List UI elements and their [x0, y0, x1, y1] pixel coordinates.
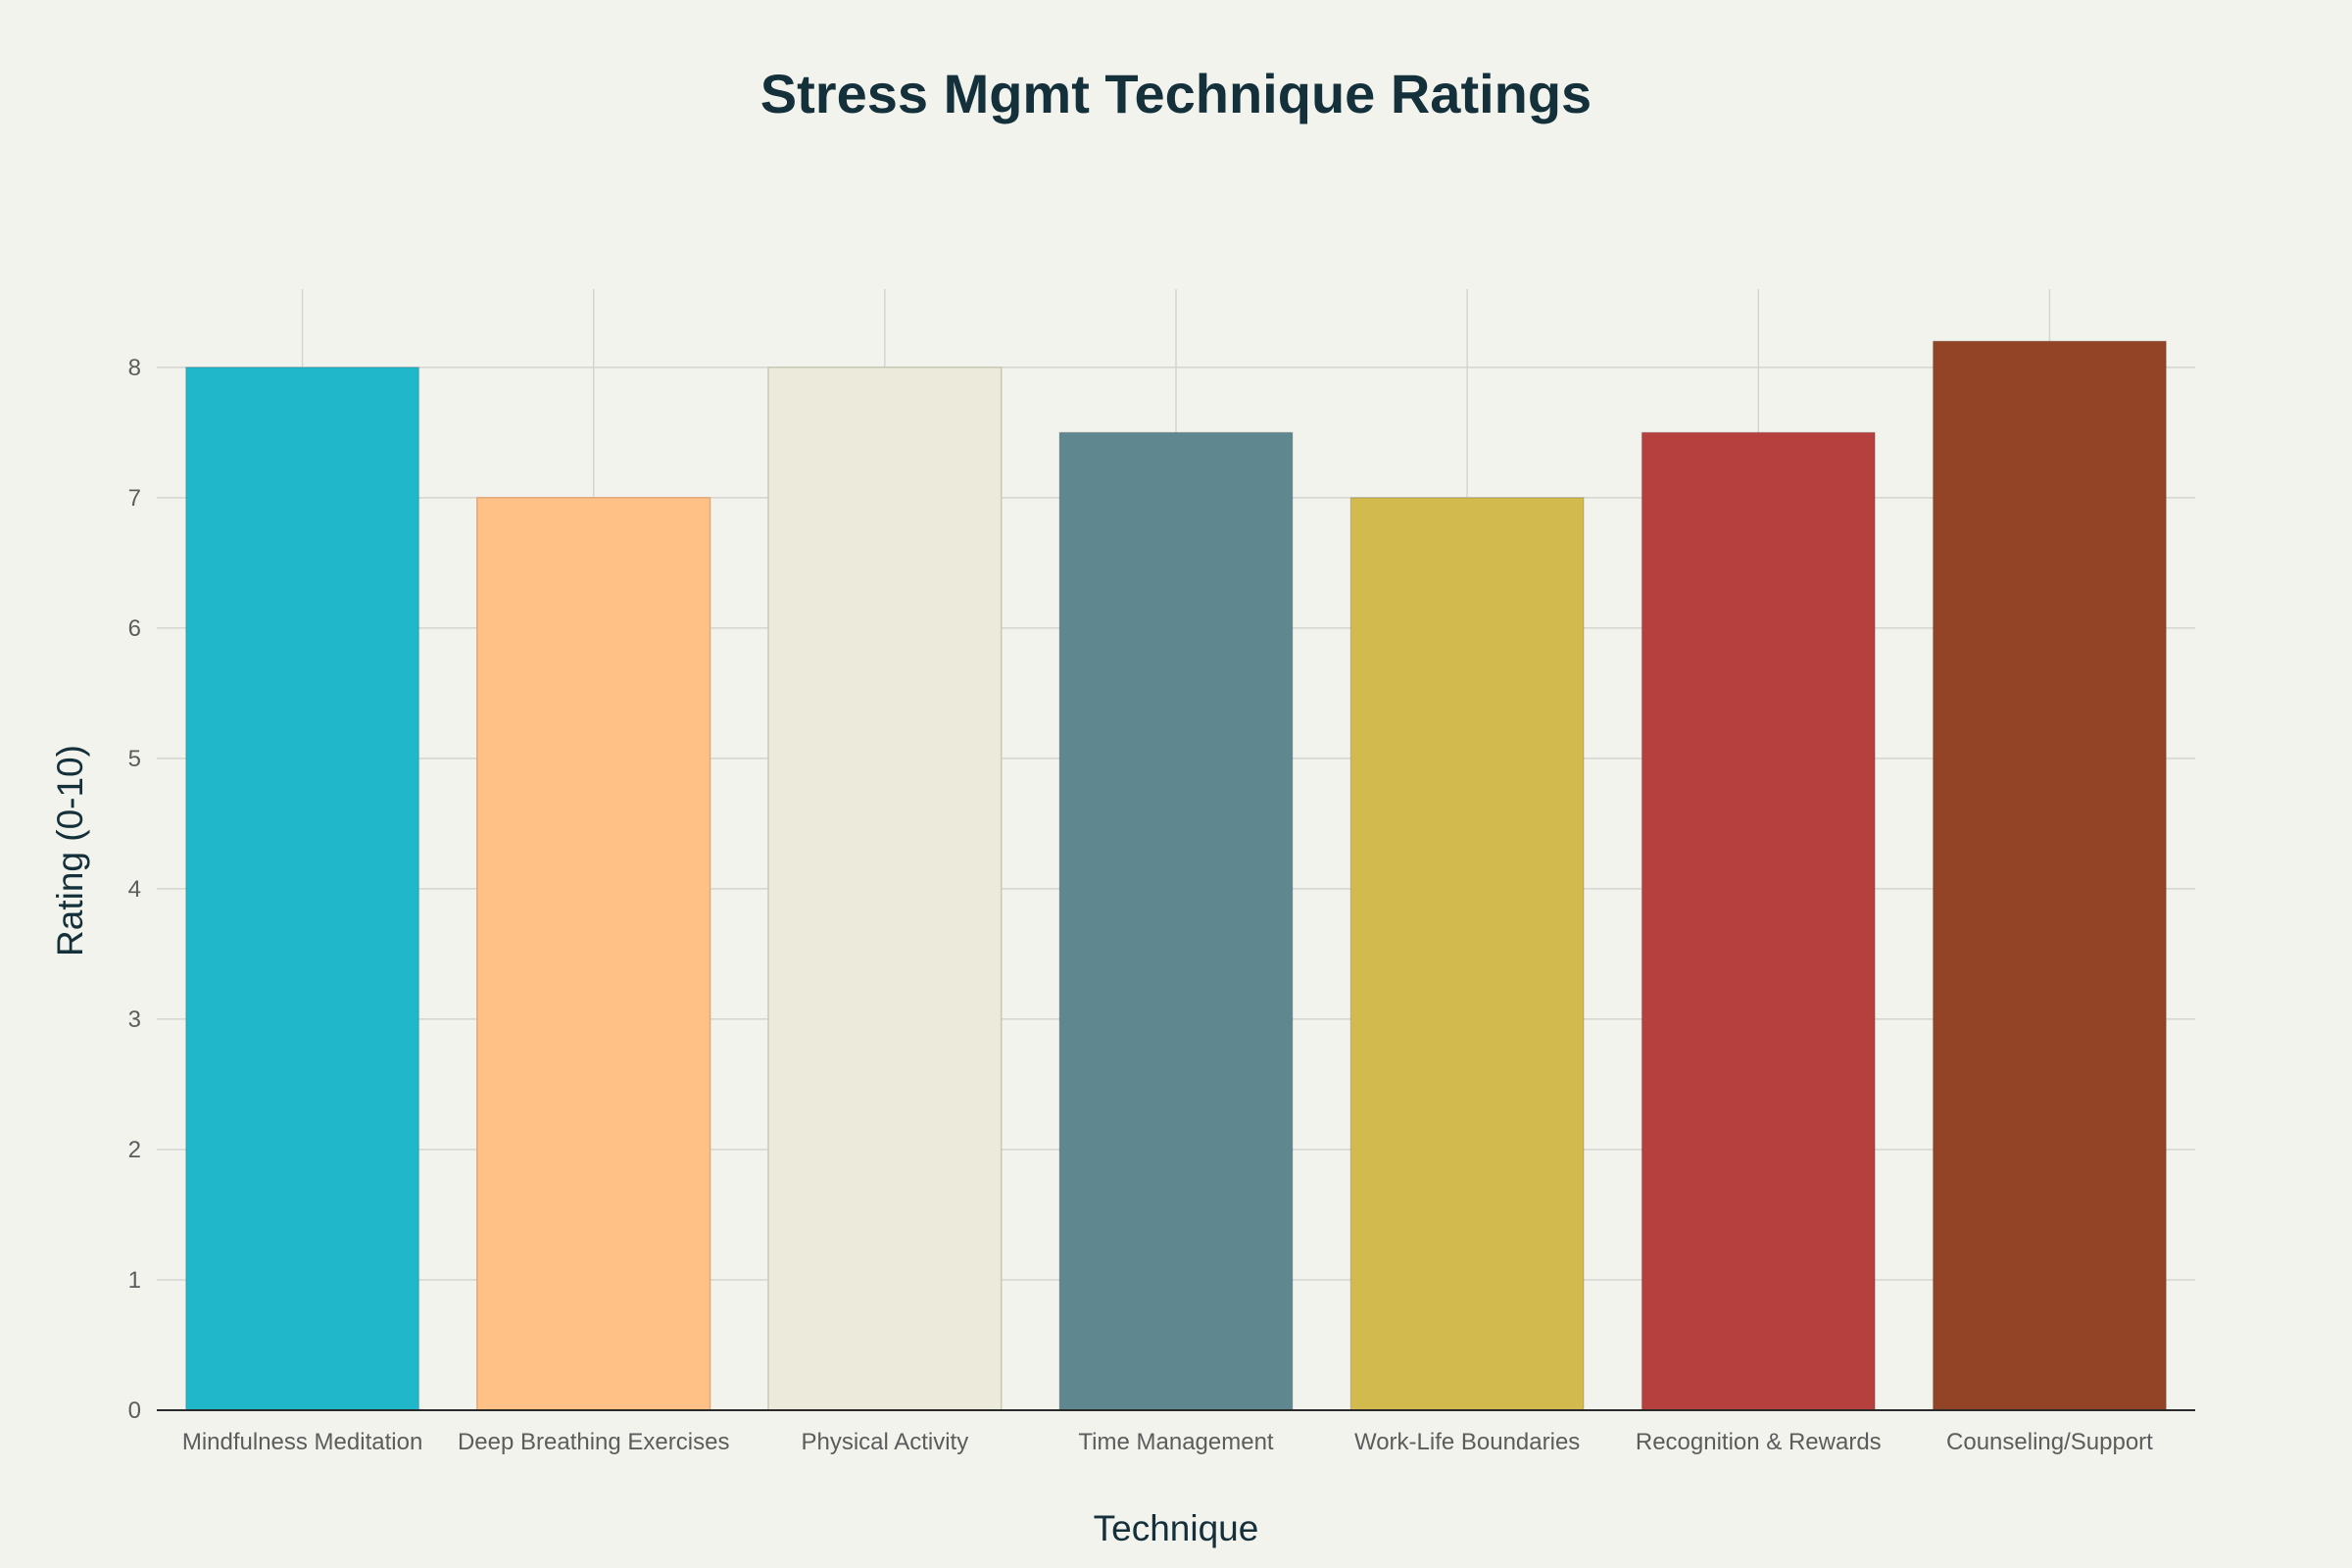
y-tick-label: 5 — [128, 746, 141, 772]
chart-title: Stress Mgmt Technique Ratings — [760, 63, 1592, 124]
x-tick-label: Work-Life Boundaries — [1354, 1429, 1580, 1455]
x-tick-label: Mindfulness Meditation — [182, 1429, 422, 1455]
x-tick-label: Deep Breathing Exercises — [458, 1429, 729, 1455]
bar-counseling-support[interactable] — [1932, 340, 2168, 1411]
y-axis-title: Rating (0-10) — [50, 745, 90, 956]
y-tick-label: 3 — [128, 1006, 141, 1033]
bar-recognition-rewards[interactable] — [1641, 431, 1876, 1411]
bar-deep-breathing-exercises[interactable] — [476, 497, 711, 1411]
x-tick-label: Time Management — [1078, 1429, 1274, 1455]
bar-work-life-boundaries[interactable] — [1349, 497, 1585, 1411]
bar-time-management[interactable] — [1058, 431, 1294, 1411]
y-tick-label: 4 — [128, 876, 141, 903]
y-tick-label: 0 — [128, 1397, 141, 1424]
y-tick-label: 7 — [128, 485, 141, 512]
y-tick-label: 1 — [128, 1267, 141, 1294]
y-tick-label: 6 — [128, 615, 141, 642]
x-axis-ticks: Mindfulness Meditation Deep Breathing Exe… — [182, 1429, 2153, 1455]
x-tick-label: Recognition & Rewards — [1636, 1429, 1882, 1455]
bars — [184, 340, 2168, 1411]
x-axis-title: Technique — [1094, 1508, 1259, 1548]
y-axis-ticks: 0 1 2 3 4 5 6 7 8 — [128, 355, 141, 1424]
x-tick-label: Physical Activity — [801, 1429, 968, 1455]
y-tick-label: 8 — [128, 355, 141, 381]
y-tick-label: 2 — [128, 1137, 141, 1163]
bar-mindfulness-meditation[interactable] — [184, 367, 420, 1411]
x-tick-label: Counseling/Support — [1946, 1429, 2153, 1455]
bar-physical-activity[interactable] — [767, 367, 1003, 1411]
